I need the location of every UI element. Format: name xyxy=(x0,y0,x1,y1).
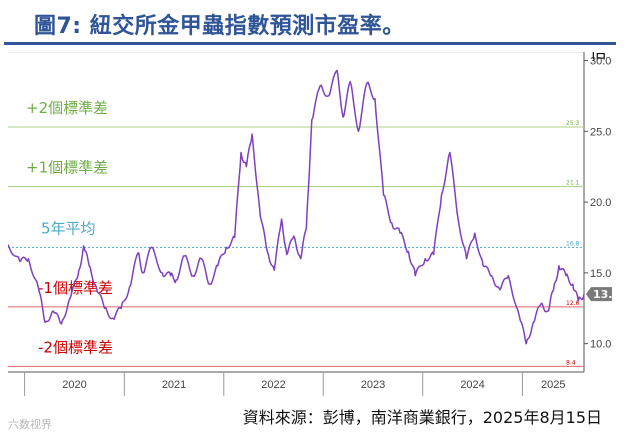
reference-value-label: 12.6 xyxy=(566,300,580,307)
x-tick-label: 2023 xyxy=(361,379,385,391)
y-tick-label: 10.0 xyxy=(590,339,611,351)
last-value-label: 13.5 xyxy=(593,288,612,301)
page-title: 圖7: 紐交所金甲蟲指數預測市盈率。 xyxy=(34,14,405,39)
x-tick-label: 2025 xyxy=(541,379,565,391)
title-divider xyxy=(4,42,616,45)
reference-value-label: 16.8 xyxy=(566,240,580,247)
reference-line-label: +2個標準差 xyxy=(26,99,108,117)
y-tick-label: 25.0 xyxy=(590,126,611,138)
x-tick-label: 2022 xyxy=(261,379,285,391)
source-note: 資料來源：彭博，南洋商業銀行，2025年8月15日 xyxy=(242,408,602,427)
reference-value-label: 21.1 xyxy=(566,180,580,187)
reference-value-label: 8.4 xyxy=(566,359,576,366)
badge-shape xyxy=(586,287,612,302)
chart-panel: +2個標準差 25.3 +1個標準差 21.1 5年平均 16.8 -1個標準差 12.6 -2… xyxy=(8,52,612,400)
pe-ratio-chart: +2個標準差25.3+1個標準差21.15年平均16.8-1個標準差12.6-2… xyxy=(8,52,612,396)
y-tick-label: 30.0 xyxy=(590,55,611,67)
reference-lines: +2個標準差25.3+1個標準差21.15年平均16.8-1個標準差12.6-2… xyxy=(8,99,584,367)
x-tick-label: 2021 xyxy=(162,379,186,391)
reference-line-label: +1個標準差 xyxy=(26,159,108,177)
y-axis-ticks: 10.0 15.0 20.0 25.0 30.0 xyxy=(584,55,611,351)
reference-value-label: 25.3 xyxy=(566,120,580,127)
y-tick-label: 20.0 xyxy=(590,197,611,209)
y-axis-unit: 倍 xyxy=(590,52,607,63)
reference-line-label: 5年平均 xyxy=(41,219,96,237)
reference-line-label: -2個標準差 xyxy=(38,338,113,356)
x-tick-label: 2020 xyxy=(62,379,86,391)
y-tick-label: 15.0 xyxy=(590,268,611,280)
x-tick-label: 2024 xyxy=(460,379,484,391)
x-axis-ticks: 2020 2021 2022 2023 2024 2025 xyxy=(24,372,565,396)
last-value-badge: 13.5 xyxy=(586,287,612,302)
series-line xyxy=(8,69,585,345)
watermark: 六数视界 xyxy=(8,418,52,431)
